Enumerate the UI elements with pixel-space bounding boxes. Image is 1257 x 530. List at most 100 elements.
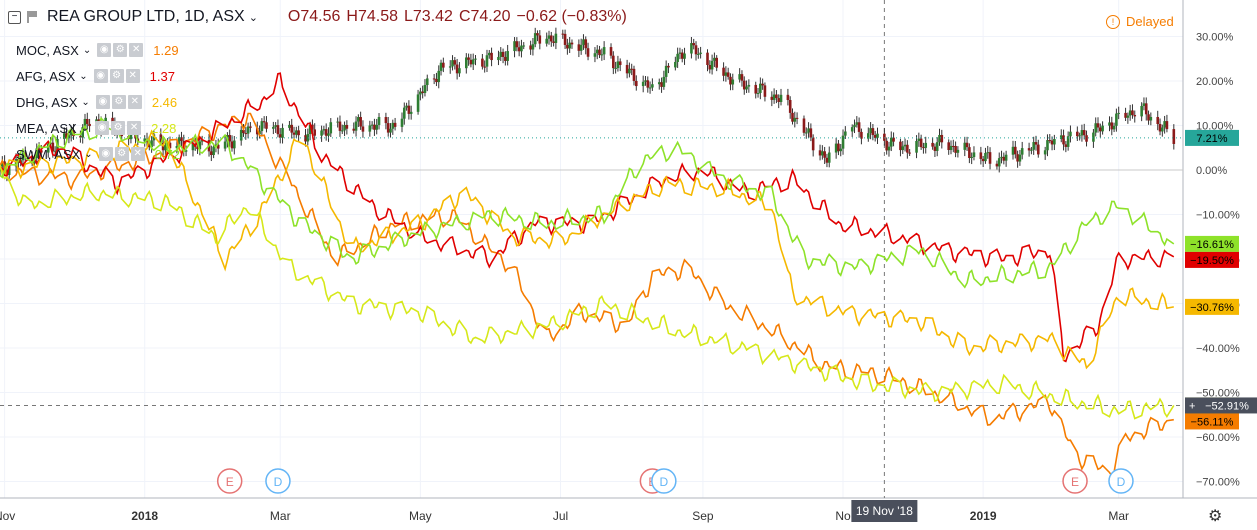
- eye-icon[interactable]: ◉: [93, 69, 108, 83]
- gear-icon[interactable]: ⚙: [111, 121, 126, 135]
- candle-body: [954, 145, 957, 153]
- candle-body: [889, 137, 893, 147]
- candle-body: [657, 82, 661, 85]
- candle-body: [866, 133, 870, 139]
- candle-body: [198, 141, 202, 150]
- candle-body: [425, 78, 429, 86]
- delayed-indicator[interactable]: ! Delayed: [1106, 14, 1174, 29]
- candle-body: [1163, 121, 1166, 128]
- candle-body: [756, 92, 760, 94]
- compare-symbol[interactable]: DHG, ASX: [16, 94, 78, 110]
- candle-body: [327, 133, 330, 136]
- candle-body: [795, 117, 799, 119]
- candle-body: [320, 130, 323, 136]
- chevron-down-icon[interactable]: ⌄: [79, 70, 88, 82]
- compare-row[interactable]: SWM, ASX ⌄ ◉ ⚙ ✕ 0.72: [16, 144, 180, 164]
- last-value-tag: [1185, 235, 1239, 252]
- compare-row[interactable]: DHG, ASX ⌄ ◉ ⚙ ✕ 2.46: [16, 92, 177, 112]
- eye-icon[interactable]: ◉: [95, 121, 110, 135]
- candle-body: [1101, 125, 1104, 132]
- candle-body: [442, 62, 445, 68]
- candle-body: [855, 122, 859, 125]
- eye-icon[interactable]: ◉: [98, 147, 113, 161]
- candle-body: [747, 84, 751, 87]
- candle-body: [1078, 135, 1081, 137]
- event-marker-label: E: [226, 475, 234, 489]
- chevron-down-icon[interactable]: ⌄: [84, 148, 93, 160]
- candle-body: [602, 47, 606, 55]
- flag-icon[interactable]: [27, 11, 39, 23]
- symbol-title[interactable]: REA GROUP LTD, 1D, ASX: [47, 8, 245, 25]
- candle-body: [887, 146, 891, 151]
- chevron-down-icon[interactable]: ⌄: [80, 122, 90, 134]
- compare-row[interactable]: MEA, ASX ⌄ ◉ ⚙ ✕ 2.28: [16, 118, 176, 138]
- candle-body: [995, 163, 999, 167]
- chevron-down-icon[interactable]: ⌄: [82, 44, 92, 56]
- candle-body: [533, 33, 537, 45]
- eye-icon[interactable]: ◉: [97, 43, 112, 57]
- candle-body: [265, 122, 268, 129]
- close-icon[interactable]: ✕: [130, 147, 145, 161]
- candle-body: [1016, 154, 1019, 162]
- candle-body: [1076, 131, 1079, 137]
- gear-icon[interactable]: ⚙: [113, 43, 128, 57]
- close-icon[interactable]: ✕: [127, 121, 142, 135]
- candle-body: [901, 146, 905, 151]
- candle-body: [763, 85, 767, 97]
- candle-body: [997, 158, 1001, 167]
- candle-body: [150, 140, 153, 148]
- candle-body: [384, 117, 388, 124]
- close-icon[interactable]: ✕: [125, 69, 140, 83]
- close-icon[interactable]: ✕: [129, 43, 144, 57]
- candle-body: [143, 138, 147, 142]
- candle-body: [1011, 146, 1015, 155]
- settings-gear-icon[interactable]: ⚙: [1208, 508, 1223, 525]
- candle-body: [908, 152, 911, 154]
- candle-body: [402, 107, 406, 119]
- candle-body: [729, 76, 732, 85]
- chevron-down-icon[interactable]: ⌄: [248, 11, 258, 24]
- event-marker-dividend: [265, 468, 291, 494]
- candle-body: [63, 133, 66, 139]
- candle-body: [844, 131, 847, 136]
- candle-body: [915, 140, 918, 153]
- candle-body: [306, 134, 310, 142]
- candle-body: [51, 142, 55, 152]
- candle-body: [584, 39, 588, 49]
- last-value-label: −30.76%: [1190, 302, 1234, 314]
- gear-icon[interactable]: ⚙: [114, 147, 129, 161]
- compare-row[interactable]: MOC, ASX ⌄ ◉ ⚙ ✕ 1.29: [16, 40, 179, 60]
- collapse-icon[interactable]: −: [8, 10, 21, 24]
- candle-body: [1128, 110, 1132, 116]
- candle-body: [678, 52, 682, 54]
- candle-body: [745, 86, 748, 90]
- eye-icon[interactable]: ◉: [95, 95, 110, 109]
- candle-body: [690, 43, 693, 54]
- compare-symbol[interactable]: SWM, ASX: [16, 146, 81, 162]
- candle-body: [1053, 139, 1056, 145]
- compare-symbol[interactable]: MEA, ASX: [16, 120, 77, 136]
- compare-symbol[interactable]: AFG, ASX: [16, 68, 76, 84]
- candle-body: [168, 142, 172, 149]
- compare-symbol[interactable]: MOC, ASX: [16, 42, 79, 58]
- compare-row[interactable]: AFG, ASX ⌄ ◉ ⚙ ✕ 1.37: [16, 66, 175, 86]
- candle-body: [423, 85, 427, 94]
- candle-body: [648, 87, 652, 89]
- candle-body: [775, 94, 778, 99]
- candle-body: [963, 142, 967, 150]
- candle-body: [400, 118, 404, 127]
- candle-body: [228, 135, 232, 142]
- close-icon[interactable]: ✕: [127, 95, 142, 109]
- candle-body: [970, 157, 973, 159]
- candle-body: [1131, 110, 1134, 115]
- candle-body: [373, 124, 376, 130]
- gear-icon[interactable]: ⚙: [111, 95, 126, 109]
- chevron-down-icon[interactable]: ⌄: [81, 96, 90, 108]
- gear-icon[interactable]: ⚙: [109, 69, 124, 83]
- candle-body: [630, 68, 633, 70]
- candle-body: [260, 121, 264, 132]
- candle-body: [1050, 140, 1054, 145]
- candle-body: [593, 53, 597, 57]
- crosshair-plus-icon: +: [1189, 400, 1195, 412]
